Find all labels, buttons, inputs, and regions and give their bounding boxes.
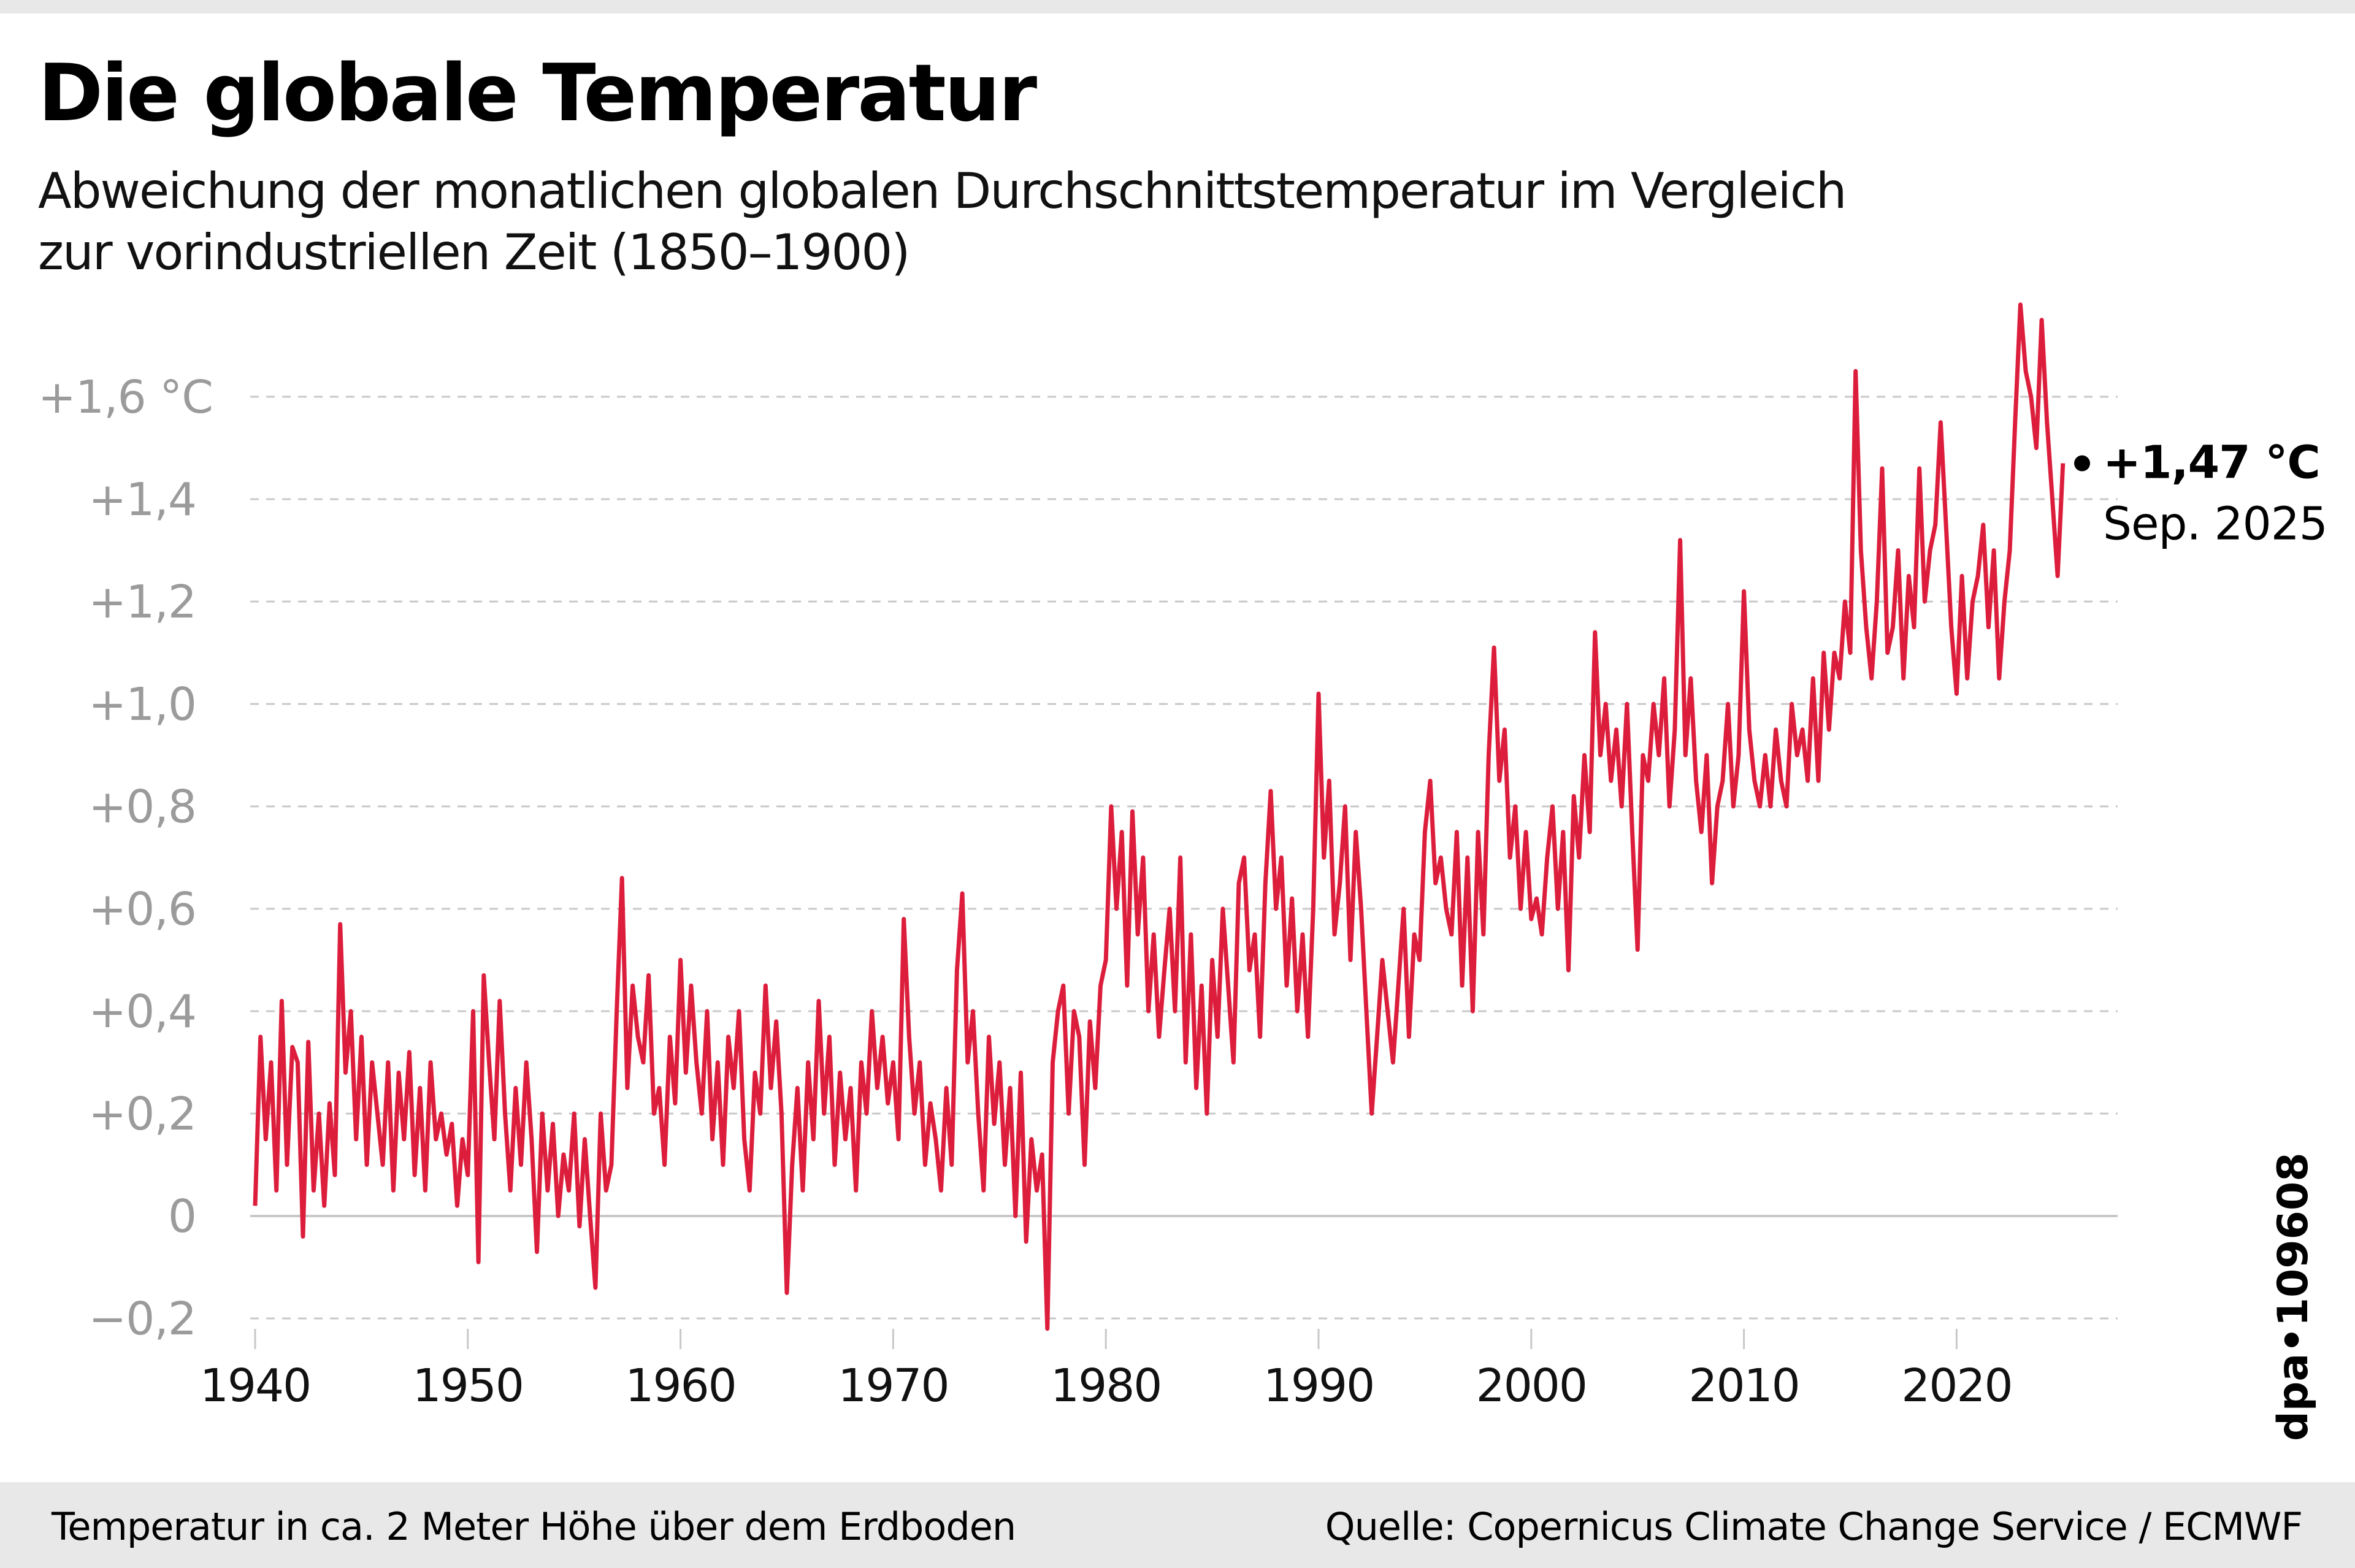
gridlines — [250, 396, 2118, 1320]
chart-subtitle: Abweichung der monatlichen globalen Durc… — [38, 161, 2001, 283]
y-tick-label: +0,4 — [88, 985, 196, 1038]
top-band — [0, 0, 2355, 13]
x-tick-label: 1970 — [838, 1360, 948, 1412]
latest-value-annotation: +1,47 °C Sep. 2025 — [2074, 437, 2328, 551]
y-tick-label: −0,2 — [88, 1293, 196, 1345]
source-credit: Quelle: Copernicus Climate Change Servic… — [1325, 1504, 2303, 1549]
y-tick-label: +1,0 — [88, 678, 196, 731]
y-tick-label: +1,4 — [88, 473, 196, 526]
subtitle-line-1: Abweichung der monatlichen globalen Durc… — [38, 163, 1847, 220]
x-tick-label: 1980 — [1051, 1360, 1161, 1412]
x-axis: 1940 1950 1960 1970 1980 1990 2000 2010 2020 — [200, 1329, 2013, 1412]
x-tick-label: 2010 — [1688, 1360, 1799, 1412]
y-tick-label: +0,8 — [88, 781, 196, 833]
y-tick-label: 0 — [168, 1190, 196, 1243]
y-tick-label: +0,6 — [88, 883, 196, 936]
x-tick-label: 1960 — [625, 1360, 735, 1412]
y-tick-label: +0,2 — [88, 1088, 196, 1141]
subtitle-line-2: zur vorindustriellen Zeit (1850–1900) — [38, 224, 910, 281]
temperature-series-line — [253, 302, 2066, 1331]
y-tick-label: +1,6 °C — [38, 371, 213, 424]
latest-value-marker — [2074, 455, 2091, 472]
x-tick-label: 2020 — [1901, 1360, 2012, 1412]
x-tick-label: 1990 — [1263, 1360, 1374, 1412]
footnote: Temperatur in ca. 2 Meter Höhe über dem … — [52, 1504, 1016, 1549]
y-tick-label: +1,2 — [88, 576, 196, 629]
x-tick-label: 1940 — [200, 1360, 310, 1412]
chart-title: Die globale Temperatur — [38, 48, 1037, 139]
dpa-credit: dpa•109608 — [2269, 1152, 2318, 1441]
x-tick-label: 2000 — [1476, 1360, 1587, 1412]
latest-date-label: Sep. 2025 — [2103, 498, 2327, 551]
x-tick-label: 1950 — [413, 1360, 523, 1412]
y-axis-labels: −0,2 0 +0,2 +0,4 +0,6 +0,8 +1,0 +1,2 +1,4 +1,6 °C — [38, 371, 213, 1345]
footer-bar: Temperatur in ca. 2 Meter Höhe über dem … — [0, 1482, 2355, 1568]
latest-value-label: +1,47 °C — [2103, 437, 2320, 489]
